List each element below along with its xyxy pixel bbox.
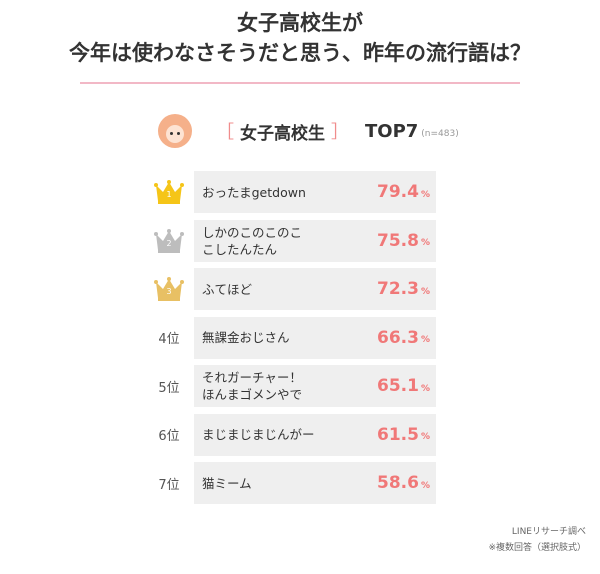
source-line-1: LINEリサーチ調べ <box>511 527 586 537</box>
item-label: 無課金おじさん <box>202 330 290 345</box>
percent-value: 61.5% <box>377 414 430 456</box>
ranking-row: 1 おったまgetdown 79.4% <box>146 171 436 213</box>
percent-unit: % <box>420 432 430 442</box>
rank-label: 7位 <box>158 477 180 493</box>
gold-crown-icon: 1 <box>154 179 184 205</box>
rank-cell: 6位 <box>146 414 192 456</box>
percent-value: 66.3% <box>377 317 430 359</box>
title-line-1: 女子高校生が <box>237 11 363 35</box>
percent-unit: % <box>420 383 430 394</box>
ranking-row: 4位 無課金おじさん 66.3% <box>146 316 436 359</box>
bronze-crown-icon: 3 <box>154 276 184 302</box>
rank-cell: 2 <box>146 220 192 262</box>
percent-unit: % <box>420 238 430 248</box>
item-label: おったまgetdown <box>202 184 306 200</box>
bracket-close: ］ <box>331 122 349 143</box>
crown-rank-number: 2 <box>166 238 172 248</box>
percent-number: 72.3 <box>377 279 419 299</box>
percent-unit: % <box>420 189 430 200</box>
percent-number: 61.5 <box>377 424 419 445</box>
rank-cell: 4位 <box>146 317 192 359</box>
rank-cell: 7位 <box>146 462 192 504</box>
rank-cell: 3 <box>146 268 192 310</box>
girl-avatar-icon <box>158 114 192 148</box>
section-top-label: TOP7 <box>365 120 419 142</box>
rank-label: 4位 <box>158 332 180 347</box>
item-label: ふてほど <box>202 281 253 297</box>
ranking-bar: おったまgetdown 79.4% <box>194 171 436 213</box>
ranking-bar: 無課金おじさん 66.3% <box>194 316 436 359</box>
percent-value: 75.8% <box>377 220 430 262</box>
crown-rank-number: 1 <box>166 190 172 199</box>
rank-label: 5位 <box>158 380 180 396</box>
ranking-bar: まじまじまじんがー 61.5% <box>194 413 436 456</box>
silver-crown-icon: 2 <box>154 228 184 254</box>
ranking-bar: しかのこのこのこ こしたんたん 75.8% <box>194 219 436 262</box>
percent-number: 79.4 <box>377 182 419 202</box>
ranking-bar: ふてほど 72.3% <box>194 268 436 310</box>
item-label: 猫ミーム <box>202 475 252 491</box>
percent-value: 65.1% <box>377 365 430 407</box>
source-note: LINEリサーチ調べ ※複数回答（選択肢式） <box>488 524 586 556</box>
sample-size: (n=483) <box>421 129 459 139</box>
percent-value: 72.3% <box>377 268 430 310</box>
item-label: それガーチャー！ ほんまゴメンやで <box>202 370 303 402</box>
percent-value: 58.6% <box>377 462 430 504</box>
item-label: まじまじまじんがー <box>202 427 315 442</box>
rank-cell: 1 <box>146 171 192 213</box>
percent-unit: % <box>420 286 430 297</box>
section-label: 女子高校生 <box>240 123 325 144</box>
title-line-2: 今年は使わなさそうだと思う、昨年の流行語は？ <box>69 41 531 65</box>
ranking-bar: 猫ミーム 58.6% <box>194 462 436 504</box>
percent-unit: % <box>420 335 430 345</box>
percent-unit: % <box>420 480 430 491</box>
percent-number: 58.6 <box>377 473 419 493</box>
rank-cell: 5位 <box>146 365 192 407</box>
percent-value: 79.4% <box>377 171 430 213</box>
bracket-open: ［ <box>216 122 234 143</box>
ranking-row: 7位 猫ミーム 58.6% <box>146 462 436 504</box>
crown-rank-number: 3 <box>166 287 172 296</box>
percent-number: 66.3 <box>377 327 419 348</box>
rank-label: 6位 <box>158 429 180 444</box>
ranking-row: 2 しかのこのこのこ こしたんたん 75.8% <box>146 219 436 262</box>
item-label: しかのこのこのこ こしたんたん <box>202 224 303 257</box>
percent-number: 65.1 <box>377 376 419 396</box>
title-divider <box>80 82 520 84</box>
chart-title: 女子高校生が 今年は使わなさそうだと思う、昨年の流行語は？ <box>0 8 600 68</box>
source-line-2: ※複数回答（選択肢式） <box>488 543 586 553</box>
ranking-row: 6位 まじまじまじんがー 61.5% <box>146 413 436 456</box>
ranking-bar: それガーチャー！ ほんまゴメンやで 65.1% <box>194 365 436 407</box>
ranking-row: 5位 それガーチャー！ ほんまゴメンやで 65.1% <box>146 365 436 407</box>
percent-number: 75.8 <box>377 230 419 251</box>
ranking-row: 3 ふてほど 72.3% <box>146 268 436 310</box>
section-header: ［ 女子高校生 ］ TOP7 (n=483) <box>158 114 459 148</box>
